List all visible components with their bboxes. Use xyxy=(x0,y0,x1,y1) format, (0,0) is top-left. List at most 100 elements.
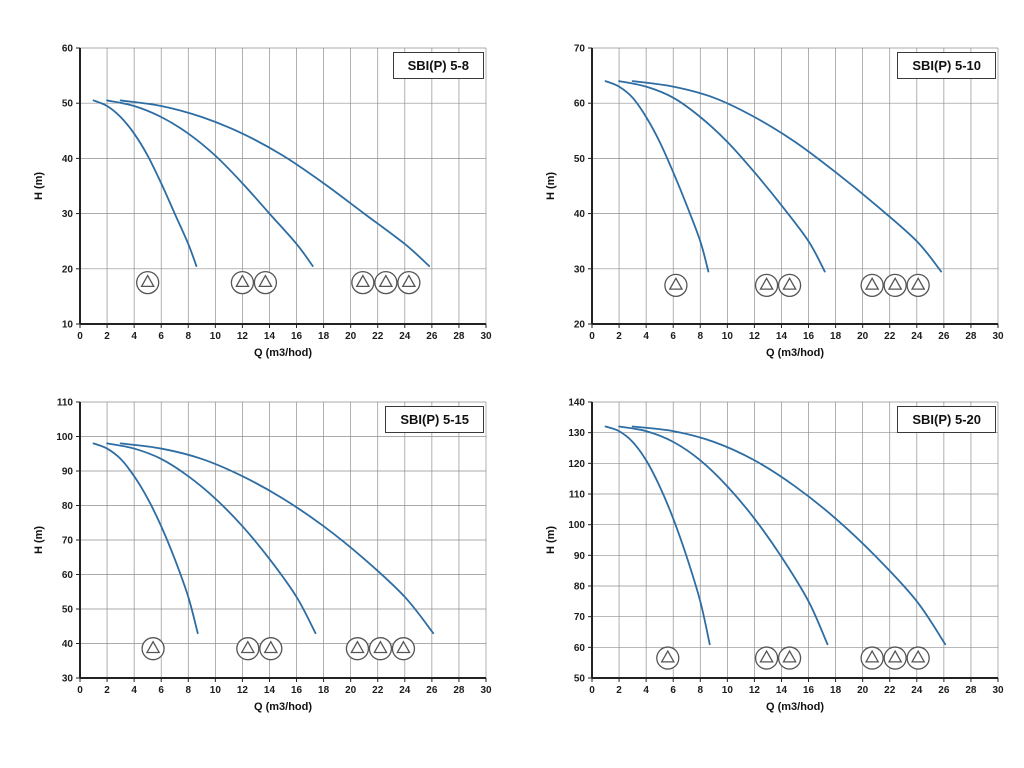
x-tick-label: 26 xyxy=(938,685,950,696)
curve-3-pumps xyxy=(119,442,435,635)
x-tick-label: 12 xyxy=(749,685,761,696)
pump-icon-group-1 xyxy=(141,637,165,661)
tick-labels: 0 2 4 6 8 10 12 14 16 18 20 22 24 26 28 303040506070809… xyxy=(56,398,492,697)
x-tick-label: 24 xyxy=(911,331,923,342)
curves xyxy=(92,99,431,267)
pump-icon-group-2 xyxy=(230,270,278,295)
y-tick-label: 40 xyxy=(62,154,74,165)
tick-labels: 0 2 4 6 8 10 12 14 16 18 20 22 24 26 28 305060708090100… xyxy=(568,398,1004,697)
chart-sbip-5-20: SBI(P) 5-20 0 2 4 6 8 10 12 14 16 18 20 22 24 26 28 30 5… xyxy=(540,390,1010,720)
pump-icon xyxy=(259,637,283,661)
pump-icon xyxy=(351,270,375,295)
x-tick-label: 22 xyxy=(372,331,384,342)
pump-icon xyxy=(136,270,160,295)
x-tick-label: 6 xyxy=(158,685,164,696)
y-tick-label: 110 xyxy=(569,490,586,501)
x-tick-label: 10 xyxy=(210,331,222,342)
pump-icon xyxy=(777,646,802,670)
pump-triangle-icon xyxy=(864,277,880,290)
pump-icon xyxy=(253,270,278,295)
x-tick-label: 30 xyxy=(992,685,1004,696)
y-tick-label: 80 xyxy=(574,582,586,593)
x-tick-label: 26 xyxy=(426,331,438,342)
curves xyxy=(604,80,943,273)
chart-sbip-5-10: SBI(P) 5-10 0 2 4 6 8 10 12 14 16 18 20 22 24 26 28 30 2… xyxy=(540,36,1010,366)
pump-icon-group-1 xyxy=(664,273,688,298)
x-tick-label: 0 xyxy=(589,685,595,696)
x-tick-label: 2 xyxy=(104,331,110,342)
y-tick-label: 60 xyxy=(62,44,74,55)
pump-triangle-icon xyxy=(887,277,903,290)
ticks xyxy=(588,47,999,328)
y-tick-label: 70 xyxy=(574,44,586,55)
y-tick-label: 70 xyxy=(574,612,586,623)
x-tick-label: 6 xyxy=(670,685,676,696)
pump-triangle-icon xyxy=(759,277,774,290)
curve-2-pumps xyxy=(618,80,826,273)
y-tick-label: 40 xyxy=(62,639,74,650)
y-tick-label: 30 xyxy=(62,209,74,220)
x-tick-label: 0 xyxy=(77,685,83,696)
x-tick-label: 20 xyxy=(345,331,357,342)
x-tick-label: 28 xyxy=(453,331,465,342)
y-tick-label: 120 xyxy=(568,459,585,470)
pump-icon-group-3 xyxy=(351,270,421,295)
pump-icons xyxy=(656,646,930,670)
x-tick-label: 0 xyxy=(77,331,83,342)
y-tick-label: 50 xyxy=(574,674,586,685)
x-tick-label: 4 xyxy=(131,685,137,696)
x-tick-label: 30 xyxy=(480,685,492,696)
x-tick-label: 18 xyxy=(318,685,330,696)
y-tick-label: 90 xyxy=(62,467,74,478)
pump-icon xyxy=(906,646,930,670)
pump-triangle-icon xyxy=(378,274,394,288)
y-tick-label: 10 xyxy=(62,320,74,331)
pump-triangle-icon xyxy=(235,274,250,288)
grid xyxy=(79,401,487,679)
pump-icon-group-3 xyxy=(345,637,416,661)
curve-2-pumps xyxy=(106,99,314,267)
chart-canvas-sbip-5-15: 0 2 4 6 8 10 12 14 16 18 20 22 24 26 28 303040506070809… xyxy=(33,398,492,714)
pump-icons xyxy=(664,273,930,298)
pump-icon xyxy=(883,273,907,298)
pump-icon xyxy=(860,273,884,298)
pump-triangle-icon xyxy=(258,274,273,288)
y-axis-title: H (m) xyxy=(545,526,557,554)
x-tick-label: 2 xyxy=(616,685,622,696)
pump-icon-group-2 xyxy=(754,273,802,298)
y-tick-label: 80 xyxy=(62,501,74,512)
y-tick-label: 100 xyxy=(56,432,73,443)
x-tick-label: 8 xyxy=(697,685,703,696)
x-tick-label: 22 xyxy=(372,685,384,696)
pump-triangle-icon xyxy=(864,649,880,663)
axes xyxy=(591,48,998,325)
chart-sbip-5-15: SBI(P) 5-15 0 2 4 6 8 10 12 14 16 18 20 22 24 26 28 30 3… xyxy=(28,390,498,720)
x-tick-label: 2 xyxy=(104,685,110,696)
x-tick-label: 30 xyxy=(480,331,492,342)
y-tick-label: 40 xyxy=(574,209,586,220)
x-tick-label: 8 xyxy=(185,685,191,696)
y-tick-label: 140 xyxy=(568,398,585,409)
x-tick-label: 28 xyxy=(965,331,977,342)
curve-3-pumps xyxy=(119,99,431,267)
y-tick-label: 70 xyxy=(62,536,74,547)
y-tick-label: 110 xyxy=(57,398,74,409)
x-tick-label: 26 xyxy=(426,685,438,696)
y-tick-label: 100 xyxy=(568,520,585,531)
y-tick-label: 50 xyxy=(574,154,586,165)
axes xyxy=(79,48,486,325)
pump-triangle-icon xyxy=(668,277,684,290)
pump-icon xyxy=(906,273,930,298)
x-tick-label: 16 xyxy=(803,685,815,696)
pump-icon xyxy=(397,270,421,295)
x-tick-label: 18 xyxy=(830,331,842,342)
chart-sbip-5-8: SBI(P) 5-8 0 2 4 6 8 10 12 14 16 18 20 22 24 26 28 30 10… xyxy=(28,36,498,366)
x-axis-title: Q (m3/hod) xyxy=(766,701,824,713)
x-tick-label: 24 xyxy=(399,331,411,342)
pump-icon-group-3 xyxy=(860,646,930,670)
x-tick-label: 18 xyxy=(830,685,842,696)
curve-2-pumps xyxy=(618,425,829,646)
x-tick-label: 0 xyxy=(589,331,595,342)
pump-icon xyxy=(754,273,779,298)
